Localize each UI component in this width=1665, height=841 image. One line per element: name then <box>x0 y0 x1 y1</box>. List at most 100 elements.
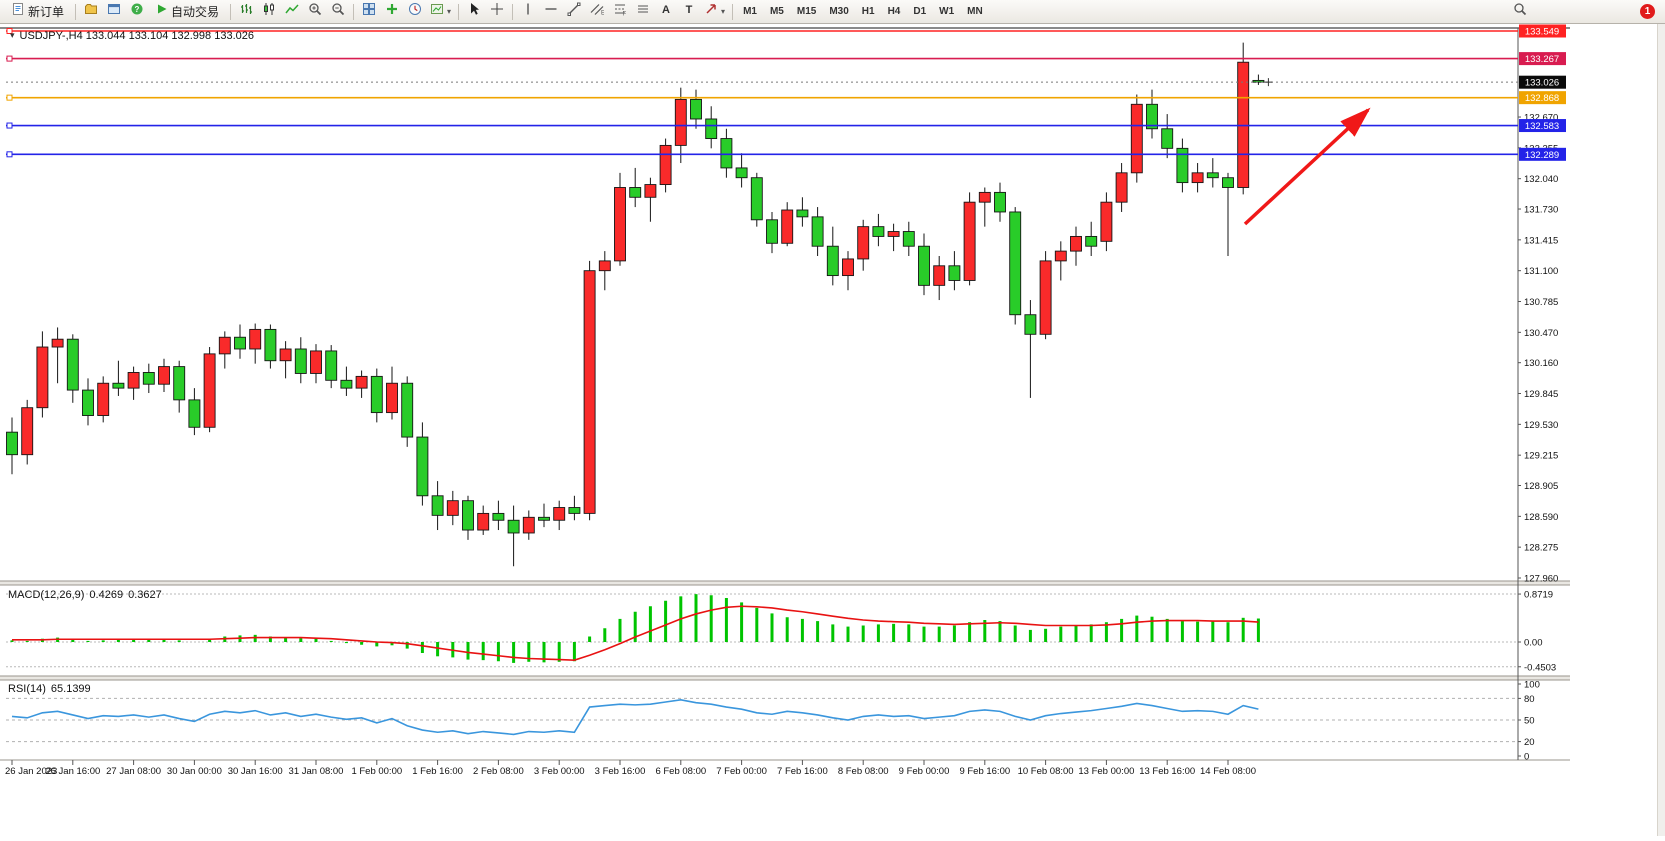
vertical-line-button[interactable] <box>517 2 539 22</box>
candlestick <box>644 184 657 198</box>
svg-text:?: ? <box>135 5 140 14</box>
equidistant-channel-button[interactable]: E <box>586 2 608 22</box>
profiles-button[interactable] <box>80 2 102 22</box>
line-handle[interactable] <box>6 122 13 129</box>
candlestick <box>6 431 18 456</box>
timeframe-w1-button[interactable]: W1 <box>939 6 955 17</box>
cursor-button[interactable] <box>463 2 485 22</box>
template-button[interactable]: ▾ <box>427 2 454 22</box>
candlestick <box>218 336 231 355</box>
candlestick <box>82 389 94 416</box>
time-tick-label: 3 Feb 00:00 <box>534 766 585 777</box>
trendline-button[interactable] <box>563 2 585 22</box>
candlestick-chart-button[interactable] <box>258 2 280 22</box>
timeframe-m1-button[interactable]: M1 <box>743 6 757 17</box>
line-handle[interactable] <box>6 94 13 101</box>
candlestick <box>1024 314 1037 335</box>
candlestick <box>598 260 611 272</box>
candlestick <box>1085 235 1098 247</box>
new-order-button[interactable]: 新订单 <box>4 2 71 22</box>
line-handle[interactable] <box>6 151 13 158</box>
main-toolbar: 新订单 ? 自动交易 ▾ <box>0 0 1665 24</box>
candlestick <box>477 512 490 531</box>
candlestick <box>902 231 915 247</box>
price-tick-label: 131.730 <box>1524 205 1558 216</box>
time-tick-label: 1 Feb 16:00 <box>412 766 463 777</box>
candlestick <box>294 348 307 374</box>
candlestick <box>355 375 368 389</box>
timeframe-d1-button[interactable]: D1 <box>913 6 927 17</box>
candlestick <box>310 350 322 374</box>
bar-chart-icon <box>239 2 253 21</box>
line-handle[interactable] <box>6 28 13 34</box>
candlestick <box>750 177 763 221</box>
candlestick <box>918 245 930 286</box>
notification-badge[interactable]: 1 <box>1640 4 1655 19</box>
candlestick <box>933 265 946 286</box>
candlestick <box>1070 235 1082 252</box>
data-window-button[interactable] <box>103 2 125 22</box>
period-clock-button[interactable] <box>404 2 426 22</box>
vertical-scrollbar[interactable] <box>1657 24 1665 836</box>
price-tick-label: 131.415 <box>1524 235 1558 246</box>
candlestick <box>1146 103 1158 130</box>
rsi-axis-label: 50 <box>1524 716 1535 727</box>
candlestick <box>431 495 444 516</box>
candlestick <box>203 353 216 428</box>
candlestick <box>690 98 702 120</box>
trend-arrow[interactable] <box>1243 107 1371 226</box>
candlestick <box>538 516 550 521</box>
price-level-label-text: 132.289 <box>1525 150 1559 161</box>
time-tick-label: 2 Feb 08:00 <box>473 766 524 777</box>
timeframe-h4-button[interactable]: H4 <box>887 6 901 17</box>
time-tick-label: 8 Feb 08:00 <box>838 766 889 777</box>
candlestick-chart-icon <box>262 2 276 21</box>
candlestick <box>1252 79 1265 83</box>
candlestick <box>568 507 581 514</box>
candlestick <box>948 265 961 281</box>
candlestick <box>158 366 170 385</box>
price-tick-label: 132.040 <box>1524 174 1558 185</box>
fibonacci-button[interactable]: F <box>609 2 631 22</box>
text-label-button[interactable]: T <box>678 2 700 22</box>
auto-trading-icon <box>156 2 168 21</box>
crosshair-button[interactable] <box>486 2 508 22</box>
toolbar-separator <box>732 3 734 20</box>
auto-trading-button[interactable]: 自动交易 <box>149 2 226 22</box>
objects-menu-button[interactable] <box>632 2 654 22</box>
timeframe-h1-button[interactable]: H1 <box>861 6 875 17</box>
current-price-marker <box>1264 78 1273 87</box>
price-tick-label: 128.275 <box>1524 543 1558 554</box>
main-macd-splitter[interactable] <box>0 581 1570 585</box>
line-chart-button[interactable] <box>281 2 303 22</box>
timeframe-m5-button[interactable]: M5 <box>769 6 784 17</box>
macd-rsi-splitter[interactable] <box>0 676 1570 680</box>
search-button[interactable] <box>1509 2 1531 22</box>
search-icon <box>1513 2 1527 21</box>
add-indicator-button[interactable] <box>381 2 403 22</box>
timeframe-m15-button[interactable]: M15 <box>796 6 817 17</box>
svg-text:T: T <box>686 4 693 16</box>
candlestick <box>21 407 34 456</box>
price-tick-label: 128.590 <box>1524 512 1558 523</box>
zoom-out-button[interactable] <box>327 2 349 22</box>
help-button[interactable]: ? <box>126 2 148 22</box>
text-button[interactable]: A <box>655 2 677 22</box>
price-level-label <box>1519 91 1566 105</box>
trendline-icon <box>567 2 581 21</box>
candlestick <box>553 507 566 521</box>
new-order-label: 新订单 <box>28 5 65 19</box>
timeframe-m30-button[interactable]: M30 <box>829 6 849 17</box>
horizontal-line-button[interactable] <box>540 2 562 22</box>
time-tick-label: 27 Jan 08:00 <box>106 766 161 777</box>
price-tick-label: 132.670 <box>1524 113 1558 124</box>
zoom-in-button[interactable] <box>304 2 326 22</box>
timeframe-mn-button[interactable]: MN <box>967 6 983 17</box>
candlestick <box>97 382 110 416</box>
tile-windows-button[interactable] <box>358 2 380 22</box>
arrows-button[interactable]: ▾ <box>701 2 728 22</box>
template-icon <box>430 2 444 21</box>
candlestick <box>1176 147 1189 184</box>
bar-chart-button[interactable] <box>235 2 257 22</box>
line-handle[interactable] <box>6 55 13 62</box>
